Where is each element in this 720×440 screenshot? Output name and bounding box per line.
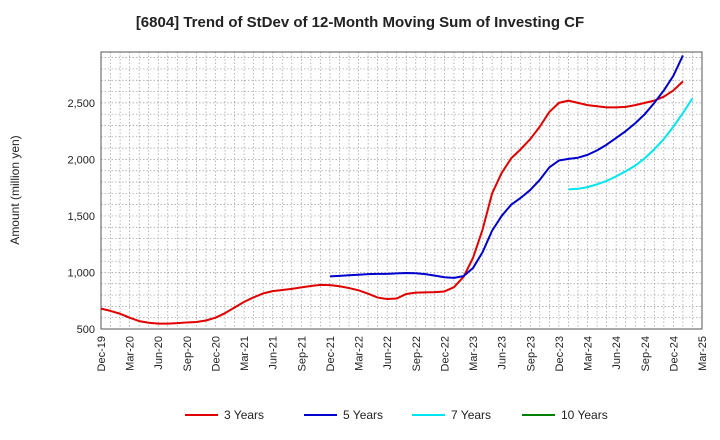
x-tick-label: Mar-22 bbox=[354, 336, 366, 371]
legend-label: 7 Years bbox=[451, 408, 491, 422]
y-tick-label: 1,000 bbox=[67, 267, 95, 279]
x-tick-label: Dec-19 bbox=[96, 336, 108, 371]
x-tick-label: Jun-22 bbox=[382, 336, 394, 370]
x-tick-label: Sep-21 bbox=[296, 336, 308, 371]
x-tick-label: Mar-25 bbox=[697, 336, 709, 371]
x-tick-label: Jun-20 bbox=[153, 336, 165, 370]
x-tick-label: Mar-20 bbox=[125, 336, 137, 371]
y-tick-label: 2,000 bbox=[67, 154, 95, 166]
plot-frame bbox=[100, 51, 703, 330]
legend-label: 5 Years bbox=[343, 408, 383, 422]
label-layer: 500 1,000 1,500 2,000 2,500 Dec-19 Mar-20 Jun-2… bbox=[67, 98, 709, 372]
x-tick-label: Jun-21 bbox=[268, 336, 280, 370]
axes-layer bbox=[100, 51, 703, 330]
legend-label: 10 Years bbox=[561, 408, 608, 422]
x-tick-label: Dec-23 bbox=[554, 336, 566, 371]
series-line-7-years bbox=[568, 97, 694, 191]
x-tick-label: Mar-24 bbox=[583, 336, 595, 371]
series-line-3-years bbox=[100, 80, 684, 325]
series-line-5-years bbox=[329, 54, 684, 279]
chart-title: [6804] Trend of StDev of 12-Month Moving… bbox=[135, 14, 585, 31]
x-tick-label: Dec-24 bbox=[668, 336, 680, 371]
x-tick-label: Jun-24 bbox=[611, 336, 623, 370]
x-tick-label: Dec-21 bbox=[325, 336, 337, 371]
x-tick-label: Sep-22 bbox=[411, 336, 423, 371]
series-layer bbox=[100, 54, 694, 325]
y-tick-label: 2,500 bbox=[67, 98, 95, 110]
x-tick-label: Mar-21 bbox=[239, 336, 251, 371]
y-axis-label: Amount (million yen) bbox=[8, 135, 22, 244]
grid-layer bbox=[101, 52, 702, 329]
x-tick-label: Dec-22 bbox=[439, 336, 451, 371]
x-tick-label: Mar-23 bbox=[468, 336, 480, 371]
x-tick-label: Dec-20 bbox=[210, 336, 222, 371]
x-tick-label: Sep-20 bbox=[182, 336, 194, 371]
y-tick-label: 500 bbox=[77, 324, 95, 336]
x-tick-label: Jun-23 bbox=[497, 336, 509, 370]
legend: 3 Years 5 Years 7 Years 10 Years bbox=[185, 408, 608, 422]
x-tick-label: Sep-23 bbox=[525, 336, 537, 371]
legend-label: 3 Years bbox=[224, 408, 264, 422]
y-tick-label: 1,500 bbox=[67, 211, 95, 223]
x-tick-label: Sep-24 bbox=[640, 336, 652, 371]
